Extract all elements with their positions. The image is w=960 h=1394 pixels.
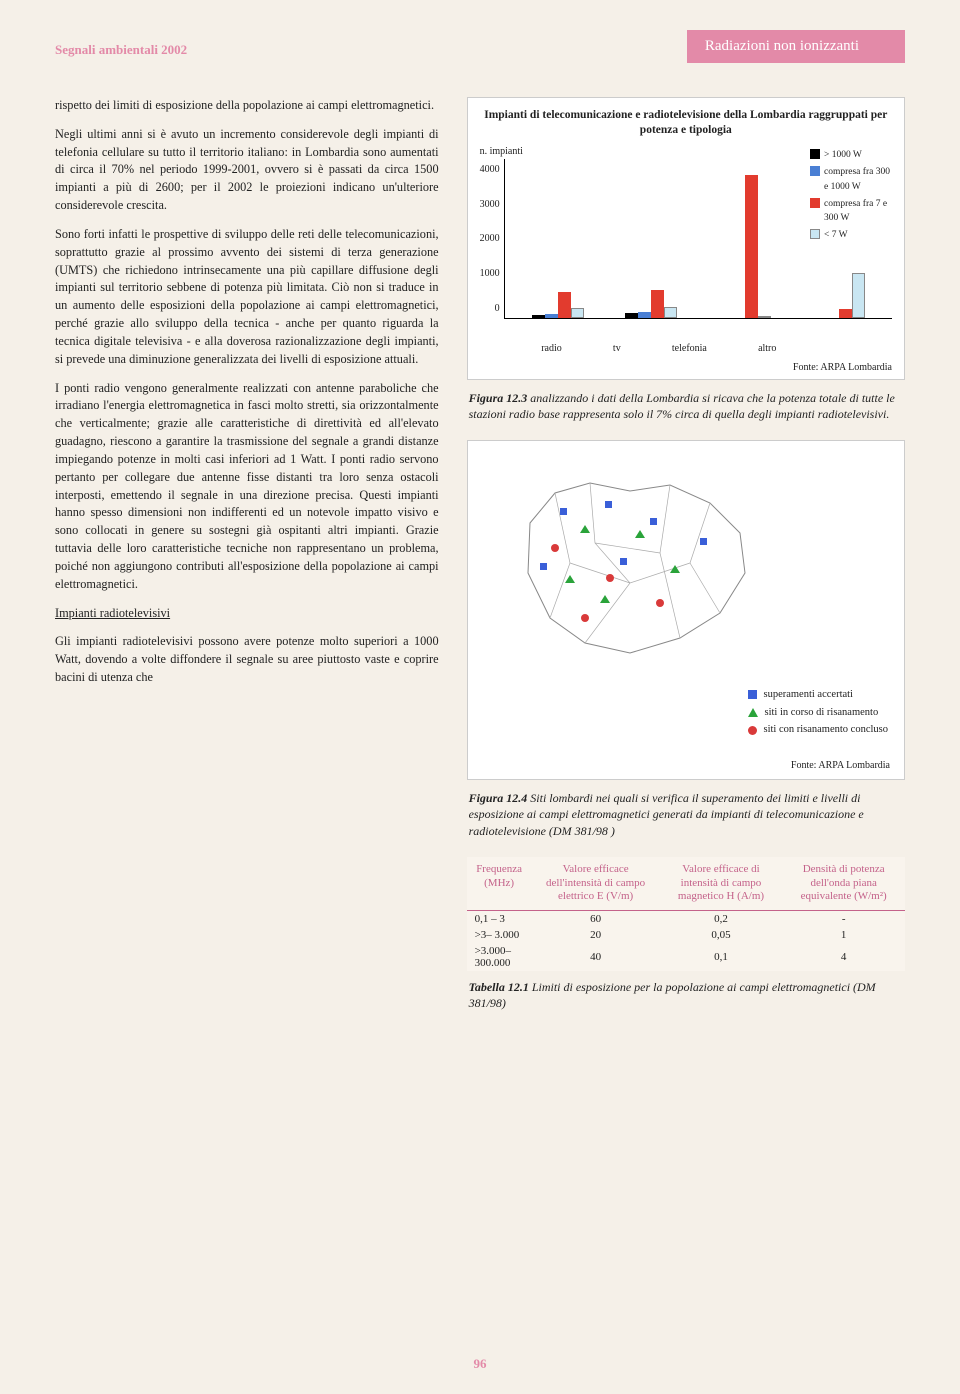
table-cell: 40 (532, 943, 660, 971)
para: Negli ultimi anni si è avuto un incremen… (55, 126, 439, 215)
page-number: 96 (474, 1356, 487, 1372)
right-column: Impianti di telecomunicazione e radiotel… (467, 97, 905, 1029)
bar (558, 292, 571, 318)
caption-12-3: Figura 12.3 analizzando i dati della Lom… (467, 390, 905, 422)
subhead: Impianti radiotelevisivi (55, 605, 439, 623)
bar (758, 316, 771, 318)
bar (532, 315, 545, 318)
para: Sono forti infatti le prospettive di svi… (55, 226, 439, 369)
caption-table: Tabella 12.1 Limiti di esposizione per l… (467, 979, 905, 1011)
para: Gli impianti radiotelevisivi possono ave… (55, 633, 439, 686)
bar (852, 273, 865, 318)
bar (651, 290, 664, 318)
bar (664, 307, 677, 318)
header-pill: Radiazioni non ionizzanti (687, 30, 905, 63)
header: Segnali ambientali 2002 Radiazioni non i… (55, 30, 905, 63)
table-header: Valore efficace di intensità di campo ma… (660, 857, 783, 911)
chart-title: Impianti di telecomunicazione e radiotel… (480, 108, 892, 138)
bar (625, 313, 638, 318)
table-cell: 20 (532, 927, 660, 943)
page: Segnali ambientali 2002 Radiazioni non i… (0, 0, 960, 1049)
legend-item: compresa fra 7 e 300 W (810, 197, 896, 226)
para: rispetto dei limiti di esposizione della… (55, 97, 439, 115)
chart-area: 4000 3000 2000 1000 0 > 1000 Wcompresa f… (480, 159, 892, 339)
para: I ponti radio vengono generalmente reali… (55, 380, 439, 594)
map-source: Fonte: ARPA Lombardia (791, 760, 890, 771)
table-row: >3.000– 300.000400,14 (467, 943, 905, 971)
bar (638, 312, 651, 317)
exposure-table: Frequenza (MHz)Valore efficace dell'inte… (467, 857, 905, 971)
map-legend: superamenti accertatisiti in corso di ri… (748, 686, 888, 740)
table-cell: 1 (782, 927, 905, 943)
map-legend-item: siti in corso di risanamento (748, 704, 888, 722)
map-legend-item: superamenti accertati (748, 686, 888, 704)
table-header: Frequenza (MHz) (467, 857, 532, 911)
chart-legend: > 1000 W compresa fra 300 e 1000 W compres… (810, 148, 896, 246)
left-column: rispetto dei limiti di esposizione della… (55, 97, 439, 1029)
table-cell: >3.000– 300.000 (467, 943, 532, 971)
y-axis: 4000 3000 2000 1000 0 (480, 159, 504, 314)
table-cell: 4 (782, 943, 905, 971)
table-cell: >3– 3.000 (467, 927, 532, 943)
x-labels: radio tv telefonia altro (516, 339, 802, 354)
bar (545, 314, 558, 317)
header-left: Segnali ambientali 2002 (55, 30, 187, 58)
chart-figure: Impianti di telecomunicazione e radiotel… (467, 97, 905, 380)
table-box: Frequenza (MHz)Valore efficace dell'inte… (467, 857, 905, 971)
table-cell: 0,2 (660, 911, 783, 928)
table-cell: - (782, 911, 905, 928)
legend-item: compresa fra 300 e 1000 W (810, 165, 896, 194)
bar (745, 175, 758, 318)
map-legend-item: siti con risanamento concluso (748, 721, 888, 739)
map-svg (510, 463, 760, 673)
bar-group (625, 290, 677, 318)
bar-group (813, 273, 865, 318)
legend-item: < 7 W (810, 228, 896, 242)
table-header: Densità di potenza dell'onda piana equiv… (782, 857, 905, 911)
legend-item: > 1000 W (810, 148, 896, 162)
table-cell: 0,05 (660, 927, 783, 943)
table-row: 0,1 – 3600,2- (467, 911, 905, 928)
caption-12-4: Figura 12.4 Siti lombardi nei quali si v… (467, 790, 905, 839)
bar-group (719, 175, 771, 318)
table-cell: 0,1 – 3 (467, 911, 532, 928)
table-row: >3– 3.000200,051 (467, 927, 905, 943)
table-cell: 0,1 (660, 943, 783, 971)
bar (571, 308, 584, 318)
table-cell: 60 (532, 911, 660, 928)
chart-source: Fonte: ARPA Lombardia (480, 362, 892, 373)
map-figure: superamenti accertatisiti in corso di ri… (467, 440, 905, 780)
table-header: Valore efficace dell'intensità di campo … (532, 857, 660, 911)
columns: rispetto dei limiti di esposizione della… (55, 97, 905, 1029)
bar-group (532, 292, 584, 318)
bar (839, 309, 852, 318)
